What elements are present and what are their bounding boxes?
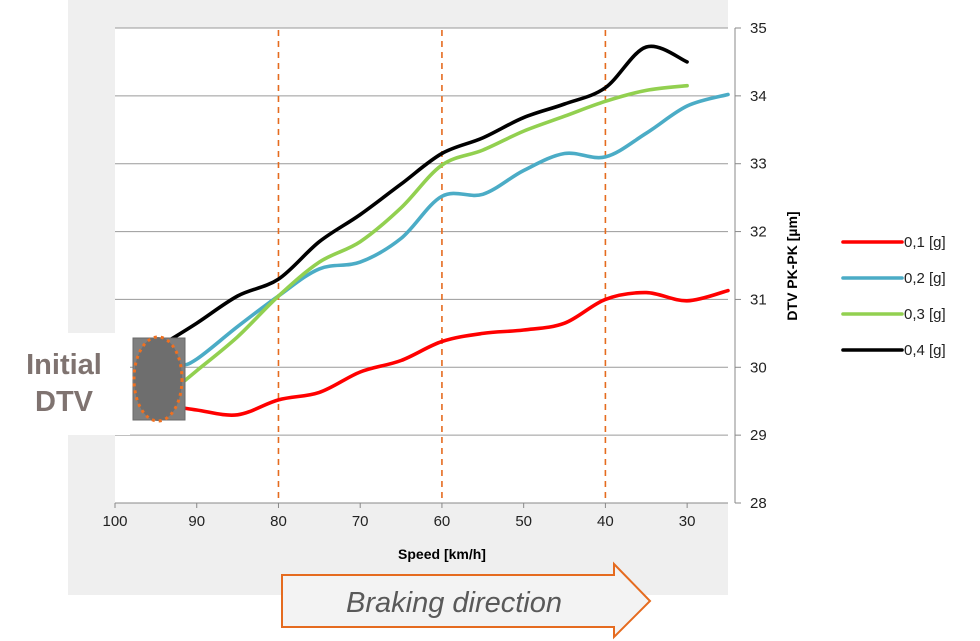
initial-dtv-marker-ellipse (132, 335, 184, 423)
legend-label-1: 0,1 [g] (904, 234, 946, 251)
initial-dtv-callout: Initial DTV (0, 333, 186, 435)
series-lines (162, 44, 730, 417)
y-tick-label-6: 34 (750, 88, 767, 105)
legend: 0,1 [g] 0,2 [g] 0,3 [g] 0,4 [g] (841, 234, 946, 359)
x-axis-title: Speed [km/h] (398, 546, 486, 562)
initial-dtv-label-line2: DTV (35, 386, 94, 418)
braking-direction-label: Braking direction (346, 587, 562, 619)
series-line-3 (178, 83, 689, 387)
series-line-2 (162, 92, 730, 367)
x-tick-label-5: 50 (515, 513, 532, 530)
series-line-4 (162, 44, 689, 346)
braking-direction-arrow-shape (281, 561, 652, 640)
legend-label-3: 0,3 [g] (904, 306, 946, 323)
x-tick-label-7: 30 (679, 513, 696, 530)
initial-dtv-label-line1: Initial (26, 349, 102, 381)
y-tick-label-0: 28 (750, 495, 767, 512)
x-tick-label-3: 70 (352, 513, 369, 530)
y-tick-label-3: 31 (750, 291, 767, 308)
y-axis-title: DTV PK-PK [µm] (784, 211, 800, 320)
x-tick-label-4: 60 (434, 513, 451, 530)
y-tick-label-7: 35 (750, 20, 767, 37)
y-tick-label-5: 33 (750, 156, 767, 173)
initial-dtv-label-box (0, 333, 130, 435)
x-tick-labels: 100 90 80 70 60 50 40 30 (102, 503, 695, 530)
y-tick-labels: 28 29 30 31 32 33 34 35 (735, 20, 767, 512)
y-tick-label-1: 29 (750, 427, 767, 444)
series-line-1 (162, 288, 730, 417)
y-tick-label-4: 32 (750, 224, 767, 241)
x-tick-label-1: 90 (188, 513, 205, 530)
x-tick-label-6: 40 (597, 513, 614, 530)
x-tick-label-2: 80 (270, 513, 287, 530)
legend-label-2: 0,2 [g] (904, 270, 946, 287)
legend-label-4: 0,4 [g] (904, 342, 946, 359)
x-tick-label-0: 100 (102, 513, 127, 530)
plot-area (115, 28, 728, 503)
braking-direction-arrow: Braking direction (281, 561, 652, 640)
axes (115, 28, 736, 504)
reference-lines (277, 30, 607, 503)
y-tick-label-2: 30 (750, 359, 767, 376)
